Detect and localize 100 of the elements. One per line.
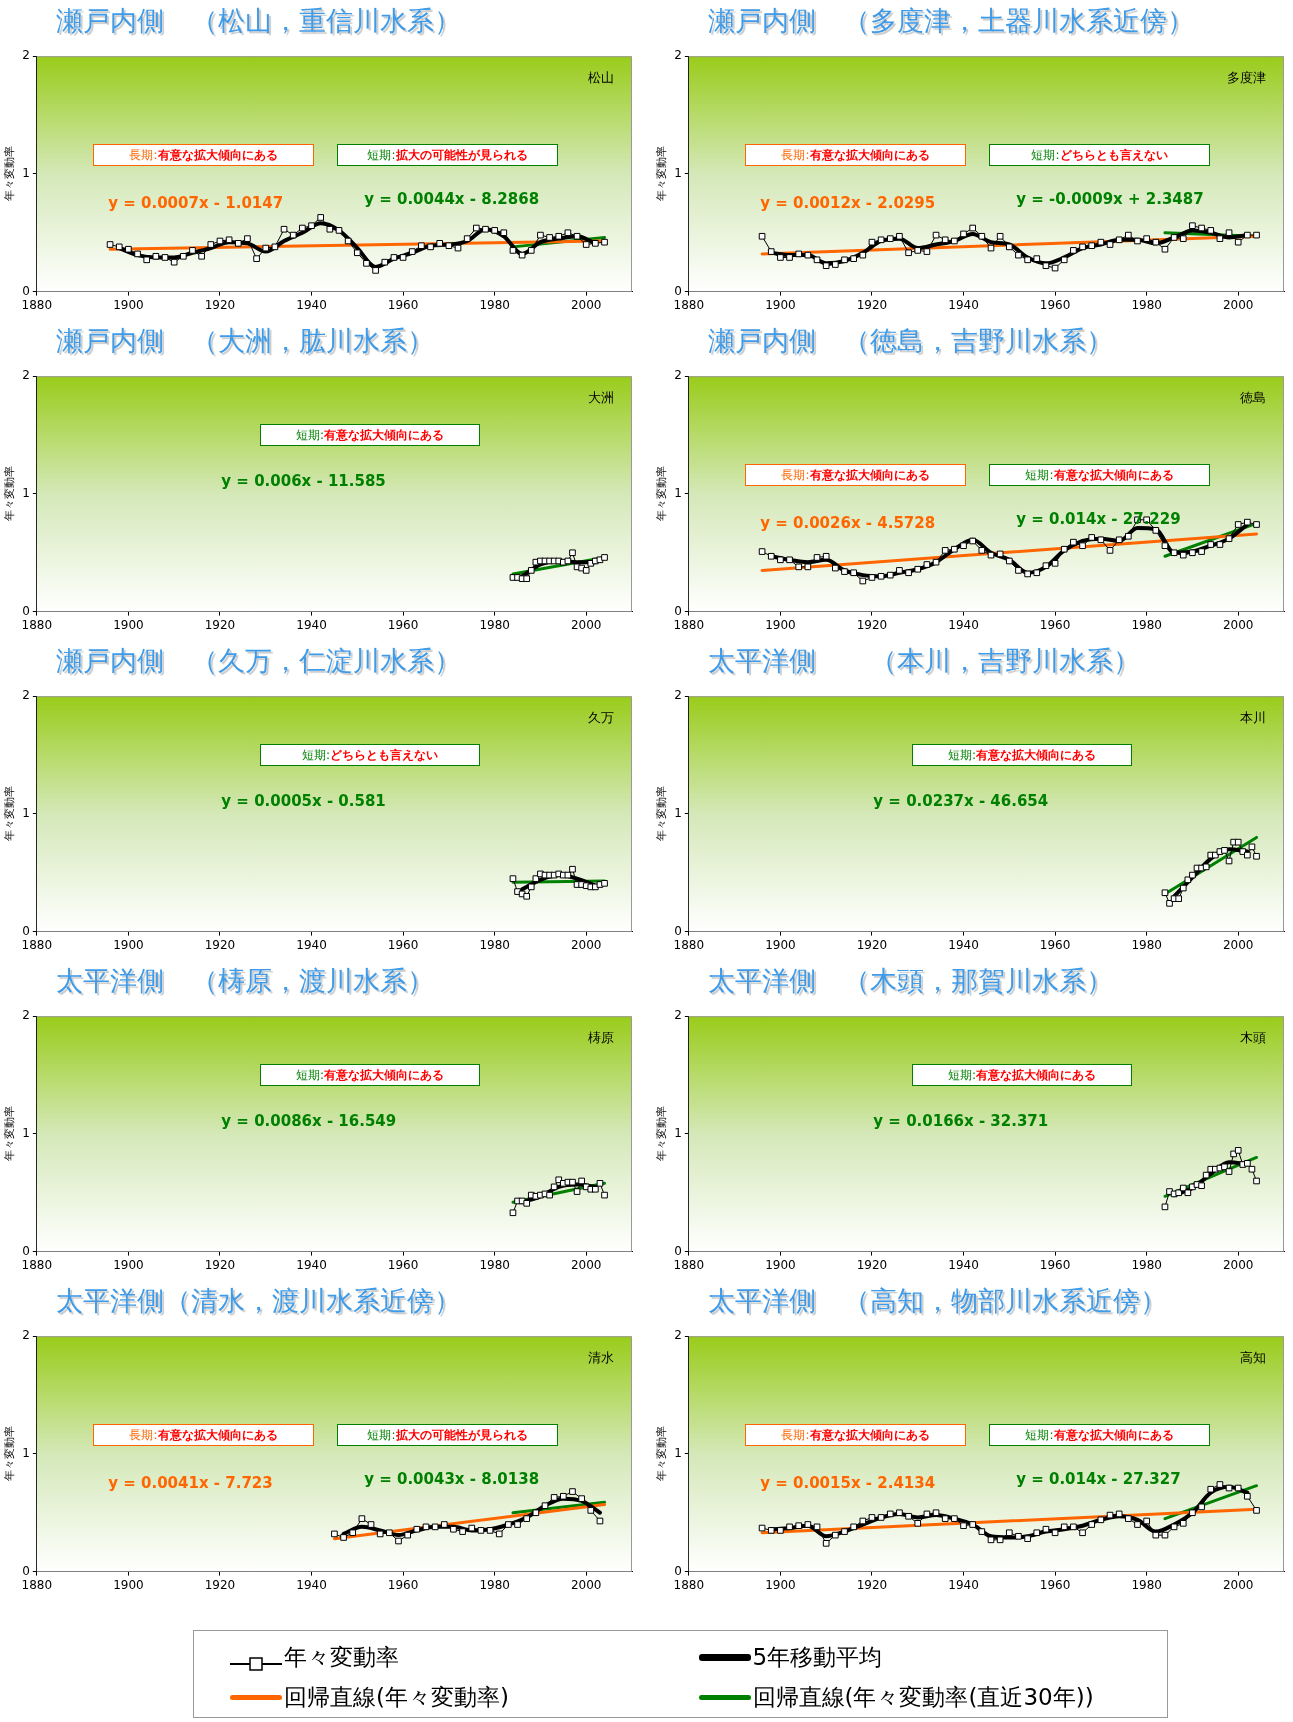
x-tick-label: 1920 xyxy=(204,1257,236,1272)
y-tick-label: 1 xyxy=(22,806,30,821)
chart-title: 瀬戸内側 （徳島，吉野川水系） xyxy=(707,324,1114,358)
x-tick-label: 1980 xyxy=(479,937,510,952)
x-tick-label: 1980 xyxy=(479,297,510,312)
x-tick-label: 1980 xyxy=(1131,1577,1162,1592)
x-tick-label: 1960 xyxy=(1039,937,1071,952)
y-tick-label: 0 xyxy=(22,1563,30,1578)
x-tick-label: 2000 xyxy=(1222,617,1254,632)
y-tick-label: 2 xyxy=(674,48,682,63)
label-box: 短期:有意な拡大傾向にある xyxy=(989,464,1210,487)
x-tick-label: 1940 xyxy=(948,617,979,632)
annotation: 本川 xyxy=(1240,709,1266,725)
label-box: 長期:有意な拡大傾向にある xyxy=(93,1424,314,1447)
x-tick-label: 1960 xyxy=(387,617,419,632)
y-tick-label: 1 xyxy=(674,1446,682,1461)
x-tick-label: 1920 xyxy=(856,937,888,952)
annotation: y = 0.0026x - 4.5728 xyxy=(760,514,936,533)
y-axis-title: 年々変動率 xyxy=(655,466,669,522)
x-tick-label: 1940 xyxy=(948,1257,979,1272)
annotation: y = 0.0086x - 16.549 xyxy=(221,1112,397,1131)
x-tick-label: 1980 xyxy=(479,1577,510,1592)
y-tick-label: 2 xyxy=(674,1328,682,1343)
annotation: y = 0.0015x - 2.4134 xyxy=(760,1474,936,1493)
chart-title: 太平洋側 （木頭，那賀川水系） xyxy=(707,964,1114,998)
annotation: 梼原 xyxy=(588,1029,614,1045)
x-tick-label: 1900 xyxy=(113,937,144,952)
label-box: 短期:拡大の可能性が見られる xyxy=(337,144,558,167)
x-tick-label: 1900 xyxy=(113,297,144,312)
label-box: 長期:有意な拡大傾向にある xyxy=(745,144,966,167)
annotation: 徳島 xyxy=(1240,389,1266,405)
legend-label: 回帰直線(年々変動率(直近30年)) xyxy=(752,1682,1094,1712)
annotation: 長期:有意な拡大傾向にある xyxy=(129,1428,278,1443)
y-tick-label: 2 xyxy=(22,1008,30,1023)
x-tick-label: 1960 xyxy=(387,1577,419,1592)
x-tick-label: 1880 xyxy=(21,1257,53,1272)
annotation: 長期:有意な拡大傾向にある xyxy=(129,148,278,163)
y-axis-title: 年々変動率 xyxy=(3,466,17,522)
label-box: 長期:有意な拡大傾向にある xyxy=(745,464,966,487)
x-tick-label: 1940 xyxy=(296,1577,327,1592)
y-tick-label: 1 xyxy=(22,1126,30,1141)
chart-title: 瀬戸内側 （久万，仁淀川水系） xyxy=(55,644,462,678)
x-tick-label: 1880 xyxy=(673,1257,705,1272)
x-tick-label: 1900 xyxy=(765,617,796,632)
annotation: 長期:有意な拡大傾向にある xyxy=(781,468,930,483)
annotation: 大洲 xyxy=(588,389,614,405)
y-tick-label: 2 xyxy=(22,1328,30,1343)
x-tick-label: 1980 xyxy=(1131,297,1162,312)
annotation: y = 0.0005x - 0.581 xyxy=(221,792,386,811)
annotation: y = -0.0009x + 2.3487 xyxy=(1016,189,1204,208)
annotation: 長期:有意な拡大傾向にある xyxy=(781,1428,930,1443)
label-box: 長期:有意な拡大傾向にある xyxy=(745,1424,966,1447)
annotation: 長期:有意な拡大傾向にある xyxy=(781,148,930,163)
label-box: 短期:有意な拡大傾向にある xyxy=(260,424,481,447)
x-tick-label: 1940 xyxy=(948,297,979,312)
y-tick-label: 2 xyxy=(674,368,682,383)
y-tick-label: 2 xyxy=(674,1008,682,1023)
label-box: 短期:有意な拡大傾向にある xyxy=(912,1064,1133,1087)
y-tick-label: 2 xyxy=(674,688,682,703)
y-tick-label: 1 xyxy=(674,166,682,181)
x-tick-label: 1880 xyxy=(21,617,53,632)
annotation: 松山 xyxy=(588,69,614,85)
y-tick-label: 0 xyxy=(674,603,682,618)
y-tick-label: 1 xyxy=(674,1126,682,1141)
x-tick-label: 1880 xyxy=(21,1577,53,1592)
x-tick-label: 1920 xyxy=(856,297,888,312)
y-axis-title: 年々変動率 xyxy=(3,1426,17,1482)
x-tick-label: 1900 xyxy=(765,297,796,312)
x-tick-label: 1960 xyxy=(1039,1257,1071,1272)
annotation: 短期:拡大の可能性が見られる xyxy=(367,148,528,163)
x-tick-label: 1920 xyxy=(856,1577,888,1592)
chart-title: 太平洋側（清水，渡川水系近傍） xyxy=(55,1284,462,1318)
annotation: 短期:どちらとも言えない xyxy=(302,748,439,763)
x-tick-label: 2000 xyxy=(570,1257,602,1272)
y-tick-label: 0 xyxy=(674,923,682,938)
label-box: 短期:どちらとも言えない xyxy=(989,144,1210,167)
annotation: 清水 xyxy=(588,1349,614,1365)
annotation: y = 0.0044x - 8.2868 xyxy=(364,189,540,208)
x-tick-label: 1920 xyxy=(856,617,888,632)
y-tick-label: 1 xyxy=(674,486,682,501)
x-tick-label: 2000 xyxy=(570,937,602,952)
x-tick-label: 1920 xyxy=(204,617,236,632)
x-tick-label: 1940 xyxy=(948,937,979,952)
x-tick-label: 1960 xyxy=(1039,297,1071,312)
y-axis-title: 年々変動率 xyxy=(655,1426,669,1482)
x-tick-label: 1940 xyxy=(296,937,327,952)
y-tick-label: 1 xyxy=(22,1446,30,1461)
x-tick-label: 1980 xyxy=(479,617,510,632)
y-tick-label: 0 xyxy=(674,283,682,298)
y-axis-title: 年々変動率 xyxy=(655,146,669,202)
y-tick-label: 1 xyxy=(22,166,30,181)
x-tick-label: 1960 xyxy=(387,297,419,312)
annotation: 短期:有意な拡大傾向にある xyxy=(948,1068,1097,1083)
annotation: y = 0.014x - 27.229 xyxy=(1016,509,1181,528)
x-tick-label: 1900 xyxy=(113,1257,144,1272)
annotation: 高知 xyxy=(1240,1349,1266,1365)
x-tick-label: 2000 xyxy=(570,617,602,632)
chart-title: 瀬戸内側 （多度津，土器川水系近傍） xyxy=(707,4,1195,38)
y-axis-title: 年々変動率 xyxy=(3,146,17,202)
y-axis-title: 年々変動率 xyxy=(3,1106,17,1162)
